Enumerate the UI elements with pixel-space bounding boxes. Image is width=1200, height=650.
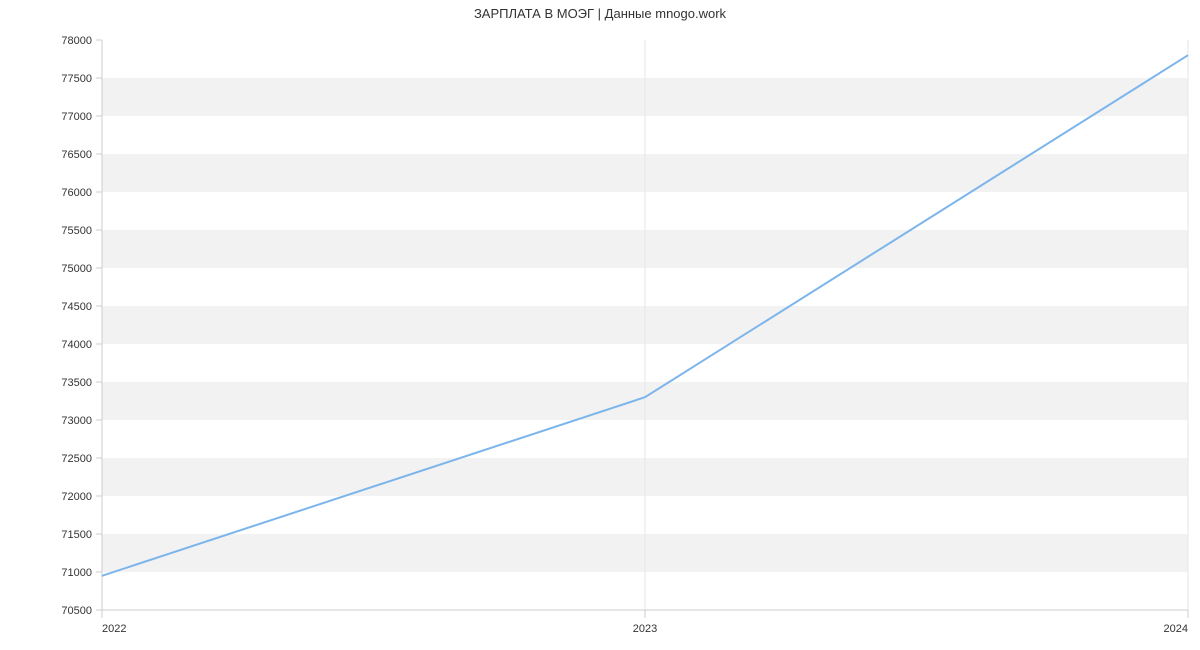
y-tick-label: 76000 (61, 187, 92, 199)
y-tick-label: 72500 (61, 453, 92, 465)
y-tick-label: 71500 (61, 529, 92, 541)
x-tick-label: 2024 (1164, 623, 1188, 635)
y-tick-label: 70500 (61, 605, 92, 617)
y-tick-label: 73000 (61, 415, 92, 427)
y-tick-label: 75500 (61, 225, 92, 237)
y-tick-label: 76500 (61, 149, 92, 161)
y-tick-label: 75000 (61, 263, 92, 275)
y-tick-label: 74000 (61, 339, 92, 351)
y-tick-label: 77500 (61, 73, 92, 85)
y-tick-label: 74500 (61, 301, 92, 313)
y-tick-label: 72000 (61, 491, 92, 503)
salary-line-chart: ЗАРПЛАТА В МОЭГ | Данные mnogo.work 7050… (0, 0, 1200, 650)
y-tick-label: 71000 (61, 567, 92, 579)
chart-svg: 70500 71000 71500 72000 72500 73000 73500 74000… (0, 0, 1200, 650)
y-tick-label: 77000 (61, 111, 92, 123)
x-tick-label: 2023 (633, 623, 657, 635)
y-tick-label: 78000 (61, 35, 92, 47)
x-tick-label: 2022 (102, 623, 126, 635)
y-tick-label: 73500 (61, 377, 92, 389)
